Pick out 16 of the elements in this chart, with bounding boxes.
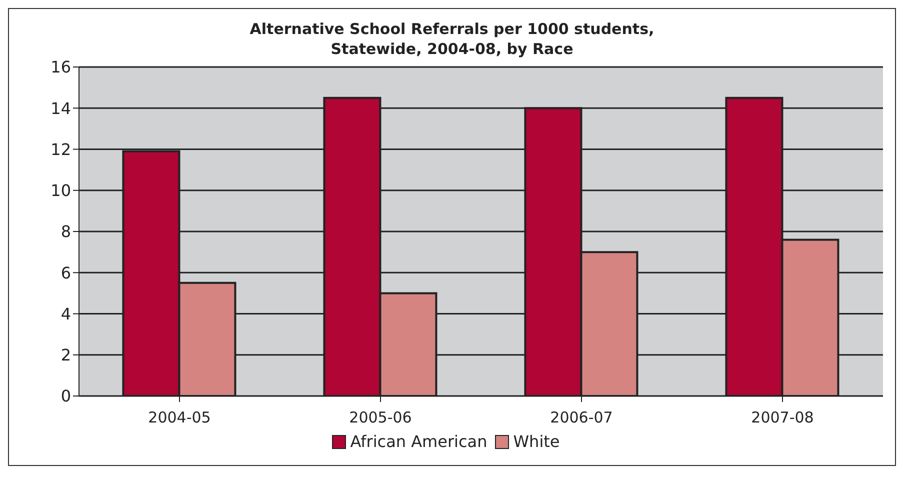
- legend-label: African American: [350, 432, 488, 451]
- x-tick-label: 2007-08: [751, 408, 814, 427]
- y-tick-label: 6: [60, 263, 71, 282]
- y-tick-label: 2: [60, 346, 71, 365]
- y-tick-label: 4: [60, 304, 71, 324]
- x-tick-label: 2004-05: [148, 408, 211, 427]
- y-tick-label: 14: [50, 98, 71, 118]
- chart-title: Alternative School Referrals per 1000 students, Statewide, 2004-08, by Race: [248, 19, 656, 59]
- y-tick-label: 8: [60, 222, 71, 242]
- y-tick-label: 12: [50, 140, 71, 159]
- y-tick-label: 16: [50, 58, 71, 77]
- y-tick-label: 0: [60, 386, 71, 406]
- x-tick-label: 2005-06: [349, 408, 412, 427]
- y-tick-label: 10: [50, 181, 71, 200]
- x-tick-label: 2006-07: [550, 408, 613, 427]
- legend-label: White: [513, 432, 560, 451]
